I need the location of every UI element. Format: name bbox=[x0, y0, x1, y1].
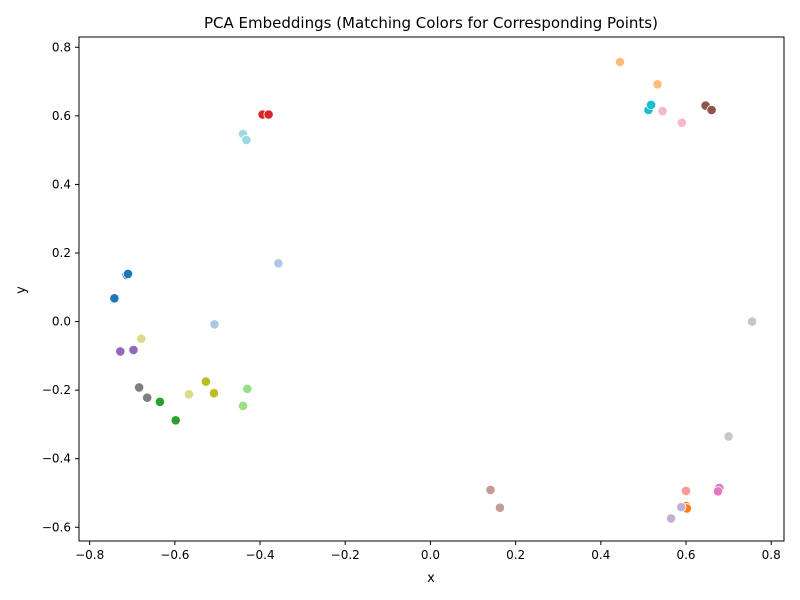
data-point-14 bbox=[273, 258, 284, 269]
y-tick-label: −0.2 bbox=[42, 383, 71, 397]
x-axis-ticks: −0.8 −0.6 −0.4 −0.2 0.0 0.2 0.4 0.6 0.8 bbox=[75, 541, 781, 562]
x-tick-label: −0.2 bbox=[331, 548, 360, 562]
data-point-11 bbox=[200, 376, 211, 387]
x-tick-label: −0.8 bbox=[75, 548, 104, 562]
data-point-16 bbox=[237, 400, 249, 411]
axes-frame bbox=[78, 36, 785, 542]
data-point-20 bbox=[263, 109, 274, 120]
data-point-33 bbox=[680, 485, 692, 496]
data-point-24 bbox=[645, 99, 657, 111]
data-point-39 bbox=[712, 486, 724, 497]
y-tick-label: 0.2 bbox=[52, 246, 71, 260]
data-point-18 bbox=[241, 134, 252, 145]
data-point-7 bbox=[134, 382, 145, 393]
y-tick-label: 0.6 bbox=[52, 109, 71, 123]
data-point-26 bbox=[676, 117, 687, 128]
data-point-10 bbox=[170, 415, 181, 426]
y-tick-label: −0.6 bbox=[42, 520, 71, 534]
data-point-5 bbox=[115, 346, 126, 357]
y-axis-label: y bbox=[14, 286, 29, 294]
x-tick-label: 0.6 bbox=[676, 548, 695, 562]
data-point-8 bbox=[142, 392, 153, 403]
data-point-31 bbox=[485, 484, 496, 495]
data-point-28 bbox=[706, 104, 717, 116]
data-point-21 bbox=[614, 56, 626, 68]
data-point-12 bbox=[208, 388, 220, 399]
x-tick-label: 0.2 bbox=[506, 548, 525, 562]
y-tick-label: 0.0 bbox=[52, 315, 71, 329]
data-points bbox=[109, 56, 758, 524]
data-point-15 bbox=[242, 383, 253, 394]
data-point-37 bbox=[665, 513, 677, 524]
x-tick-label: 0.0 bbox=[421, 548, 440, 562]
plot-area: −0.8 −0.6 −0.4 −0.2 0.0 0.2 0.4 0.6 0.8 −0.6 −0.4… bbox=[42, 36, 785, 562]
x-tick-label: −0.6 bbox=[160, 548, 189, 562]
x-axis-label: x bbox=[427, 571, 435, 586]
data-point-32 bbox=[494, 502, 505, 513]
data-point-6 bbox=[128, 344, 139, 356]
data-point-9 bbox=[154, 396, 165, 407]
y-tick-label: 0.4 bbox=[52, 177, 71, 191]
chart-title: PCA Embeddings (Matching Colors for Corr… bbox=[204, 14, 658, 32]
data-point-4 bbox=[183, 389, 194, 400]
y-tick-label: 0.8 bbox=[52, 40, 71, 54]
x-tick-label: 0.4 bbox=[591, 548, 610, 562]
data-point-0 bbox=[109, 293, 120, 304]
data-point-30 bbox=[723, 431, 734, 442]
y-tick-label: −0.4 bbox=[42, 452, 71, 466]
x-tick-label: 0.8 bbox=[762, 548, 781, 562]
data-point-2 bbox=[122, 268, 134, 279]
x-tick-label: −0.4 bbox=[245, 548, 274, 562]
data-point-25 bbox=[657, 106, 668, 117]
data-point-36 bbox=[676, 501, 687, 513]
data-point-22 bbox=[652, 79, 663, 90]
data-point-13 bbox=[209, 319, 220, 330]
data-point-29 bbox=[746, 316, 758, 327]
data-point-3 bbox=[136, 333, 147, 344]
y-axis-ticks: −0.6 −0.4 −0.2 0.0 0.2 0.4 0.6 0.8 bbox=[42, 40, 79, 534]
